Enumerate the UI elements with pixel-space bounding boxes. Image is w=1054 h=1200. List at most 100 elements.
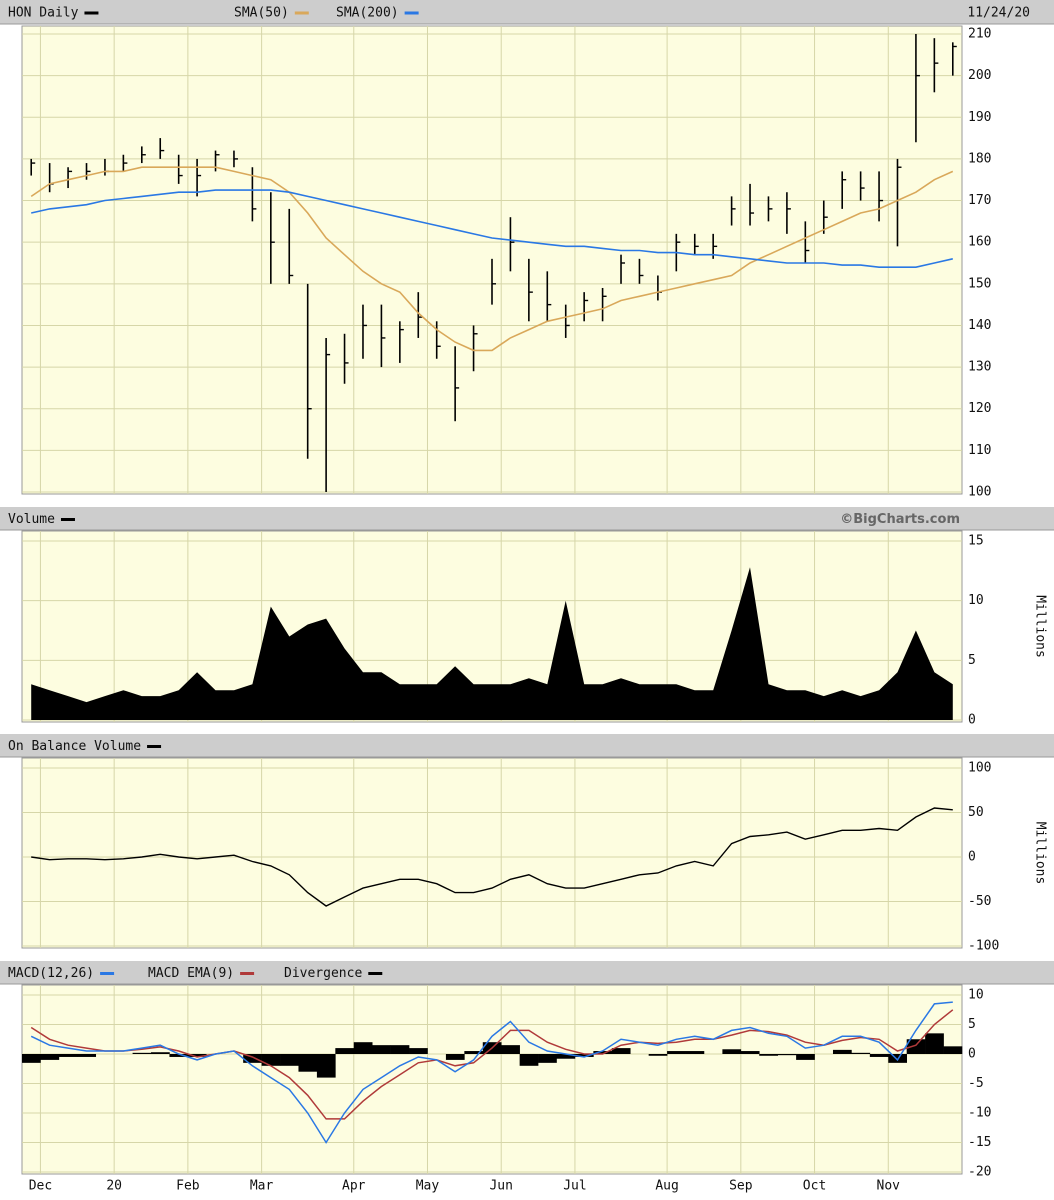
divergence-bar [187,1054,207,1057]
divergence-bar [40,1054,60,1060]
legend-label: HON Daily [8,6,79,21]
y-tick-label: -15 [968,1135,991,1150]
y-tick-label: 130 [968,360,991,375]
divergence-bar [740,1051,760,1054]
line [31,189,953,268]
line [30,1009,954,1120]
divergence-bar [648,1054,668,1056]
x-tick-label: Dec [29,1179,52,1194]
divergence-bar [261,1054,281,1066]
divergence-bar [611,1048,631,1054]
divergence-bar [169,1054,189,1057]
divergence-bar [464,1051,484,1054]
y-tick-label: 5 [968,653,976,668]
y-tick-label: 15 [968,534,984,549]
divergence-bar [556,1054,576,1059]
panel-header [0,734,1054,757]
divergence-bar [353,1042,373,1054]
x-tick-label: Nov [877,1179,901,1194]
y-axis-label: Millions [1033,822,1048,885]
divergence-bar [22,1054,41,1063]
divergence-bar [519,1054,539,1066]
divergence-bar [132,1052,152,1054]
x-tick-label: Feb [176,1179,200,1194]
y-tick-label: 140 [968,318,991,333]
x-tick-label: Mar [250,1179,274,1194]
x-tick-label: Aug [655,1179,678,1194]
divergence-bar [777,1054,797,1056]
divergence-bar [869,1054,889,1057]
divergence-bar [243,1054,262,1063]
divergence-bar [538,1054,557,1063]
y-tick-label: 180 [968,151,991,166]
x-tick-label: Jul [563,1179,586,1194]
y-tick-label: -20 [968,1165,991,1180]
divergence-bar [574,1054,594,1057]
legend-label: MACD(12,26) [8,966,94,981]
y-tick-label: 10 [968,988,984,1003]
legend-label: MACD EMA(9) [148,966,234,981]
y-tick-label: -10 [968,1106,991,1121]
y-tick-label: 0 [968,1047,976,1062]
line [31,807,953,907]
x-tick-label: Jun [489,1179,512,1194]
legend-label: On Balance Volume [8,739,141,754]
divergence-bar [851,1052,871,1054]
y-tick-label: -5 [968,1076,984,1091]
divergence-bar [906,1039,926,1054]
divergence-bar [832,1049,852,1054]
credit: ©BigCharts.com [840,512,960,527]
divergence-bar [77,1054,97,1057]
legend-label: SMA(50) [234,6,289,21]
x-tick-label: May [416,1179,440,1194]
y-tick-label: -50 [968,894,991,909]
divergence-bar [445,1054,465,1060]
line [30,166,954,352]
divergence-bar [759,1054,778,1056]
chart-date: 11/24/20 [967,6,1030,21]
plot-area [21,984,963,1175]
y-tick-label: 200 [968,68,991,83]
divergence-bar [280,1054,299,1066]
divergence-bar [151,1052,170,1054]
y-tick-label: 160 [968,235,991,250]
divergence-bar [796,1054,815,1060]
y-tick-label: 0 [968,850,976,865]
y-tick-label: 150 [968,276,991,291]
panel-header [0,507,1054,530]
y-tick-label: 100 [968,485,991,500]
y-tick-label: -100 [968,939,999,954]
divergence-bar [943,1046,963,1054]
y-tick-label: 0 [968,713,976,728]
divergence-bar [685,1051,705,1054]
y-tick-label: 100 [968,761,991,776]
volume-area [31,567,953,720]
y-tick-label: 210 [968,27,991,42]
legend-label: Divergence [284,966,362,981]
divergence-bar [316,1054,336,1078]
x-tick-label: Apr [342,1179,366,1194]
panel-header [0,0,1054,24]
legend-label: Volume [8,512,55,527]
y-tick-label: 5 [968,1017,976,1032]
divergence-bar [501,1045,520,1054]
y-tick-label: 190 [968,110,991,125]
divergence-bar [335,1048,355,1054]
divergence-bar [372,1045,391,1054]
y-tick-label: 170 [968,193,991,208]
x-tick-label: Oct [803,1179,826,1194]
line [30,1001,953,1144]
divergence-bar [409,1048,428,1054]
plot-area [21,757,963,949]
divergence-bar [925,1033,944,1054]
x-tick-label: 20 [106,1179,122,1194]
divergence-bar [298,1054,318,1072]
legend-label: SMA(200) [336,6,399,21]
y-tick-label: 120 [968,401,991,416]
panel-header [0,961,1054,984]
y-tick-label: 50 [968,805,984,820]
divergence-bar [667,1051,686,1054]
x-tick-label: Sep [729,1179,753,1194]
y-axis-label: Millions [1033,595,1048,658]
